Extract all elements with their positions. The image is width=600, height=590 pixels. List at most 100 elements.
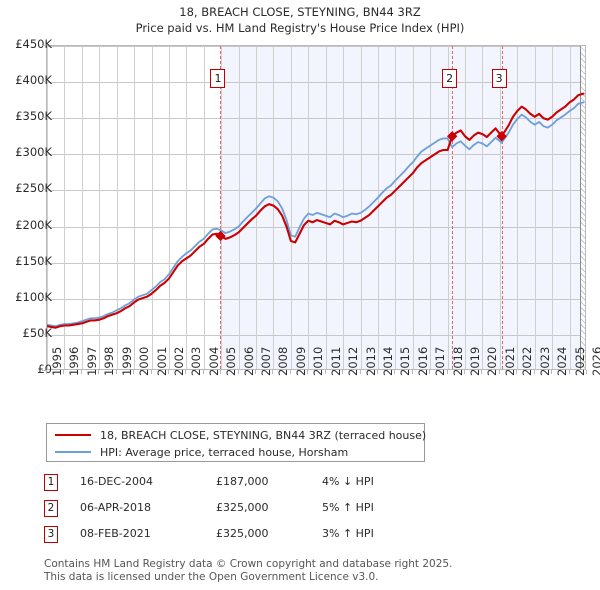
transactions-table: 1 16-DEC-2004 £187,000 4% ↓ HPI 2 06-APR…	[44, 472, 474, 550]
transaction-price-3: £325,000	[216, 527, 269, 540]
x-axis-tick-label: 2001	[154, 346, 169, 376]
footer-line-licence: This data is licensed under the Open Gov…	[44, 571, 379, 583]
x-axis-tick-mark	[151, 370, 152, 374]
x-axis-tick-label: 1999	[119, 346, 134, 376]
x-axis-tick-label: 2010	[311, 346, 326, 376]
x-axis-tick-mark	[63, 370, 64, 374]
x-axis-tick-mark	[534, 370, 535, 374]
gridline-vertical	[326, 46, 327, 369]
x-axis-tick-mark	[307, 370, 308, 374]
gridline-vertical	[535, 46, 536, 369]
x-axis-tick-label: 2003	[189, 346, 204, 376]
transaction-date-3: 08-FEB-2021	[80, 527, 151, 540]
x-axis-tick-label: 2014	[380, 346, 395, 376]
y-axis-tick-mark	[42, 153, 46, 154]
legend-item-price-paid: 18, BREACH CLOSE, STEYNING, BN44 3RZ (te…	[55, 427, 426, 443]
table-row: 1 16-DEC-2004 £187,000 4% ↓ HPI	[44, 472, 474, 498]
x-axis-tick-mark	[586, 370, 587, 374]
x-axis-tick-mark	[81, 370, 82, 374]
x-axis-tick-label: 2012	[346, 346, 361, 376]
x-axis-tick-label: 1997	[84, 346, 99, 376]
x-axis-tick-label: 2008	[276, 346, 291, 376]
transaction-date-1: 16-DEC-2004	[80, 475, 154, 488]
x-axis-tick-label: 2017	[433, 346, 448, 376]
transaction-hpi-delta-2: 5% ↑ HPI	[322, 501, 374, 514]
gridline-vertical	[169, 46, 170, 369]
gridline-vertical	[291, 46, 292, 369]
gridline-vertical	[82, 46, 83, 369]
legend-swatch-price-paid-icon	[55, 434, 91, 436]
x-axis-tick-mark	[98, 370, 99, 374]
gridline-vertical	[99, 46, 100, 369]
transaction-marker-2	[446, 131, 458, 142]
y-axis-tick-label: £100K	[15, 289, 52, 304]
page-title: 18, BREACH CLOSE, STEYNING, BN44 3RZ	[179, 5, 421, 19]
y-axis-tick-mark	[42, 226, 46, 227]
x-axis-tick-label: 2006	[241, 346, 256, 376]
gridline-vertical	[465, 46, 466, 369]
incomplete-data-hatch-band	[580, 46, 585, 369]
series-line-price-paid	[47, 92, 585, 329]
y-axis-tick-label: £400K	[15, 73, 52, 88]
x-axis-tick-mark	[255, 370, 256, 374]
y-axis-tick-label: £0	[37, 362, 52, 376]
x-axis-tick-label: 2016	[415, 346, 430, 376]
x-axis-tick-label: 2024	[555, 346, 570, 376]
gridline-vertical	[413, 46, 414, 369]
legend-label-price-paid: 18, BREACH CLOSE, STEYNING, BN44 3RZ (te…	[100, 428, 427, 442]
gridline-horizontal	[47, 227, 585, 228]
gridline-horizontal	[47, 335, 585, 336]
x-axis-tick-label: 1996	[67, 346, 82, 376]
x-axis-tick-mark	[429, 370, 430, 374]
transaction-badge-3: 3	[44, 526, 58, 543]
y-axis-tick-label: £300K	[15, 145, 52, 160]
gridline-vertical	[570, 46, 571, 369]
gridline-vertical	[517, 46, 518, 369]
x-axis-tick-label: 2013	[363, 346, 378, 376]
x-axis-tick-label: 2005	[224, 346, 239, 376]
x-axis-tick-label: 2004	[206, 346, 221, 376]
footer-line-copyright: Contains HM Land Registry data © Crown c…	[44, 558, 453, 570]
y-axis-tick-label: £450K	[15, 37, 52, 51]
gridline-vertical	[117, 46, 118, 369]
x-axis-tick-mark	[499, 370, 500, 374]
legend-swatch-hpi-icon	[55, 451, 91, 453]
gridline-vertical	[152, 46, 153, 369]
gridline-vertical	[361, 46, 362, 369]
y-axis-tick-mark	[42, 370, 46, 371]
x-axis-tick-label: 1998	[102, 346, 117, 376]
chart-plot-area	[46, 45, 586, 370]
y-axis-tick-mark	[42, 81, 46, 82]
event-line-3	[501, 46, 503, 369]
x-axis-tick-mark	[394, 370, 395, 374]
x-axis-tick-mark	[516, 370, 517, 374]
plot-inner	[47, 46, 585, 369]
gridline-vertical	[308, 46, 309, 369]
x-axis-tick-mark	[377, 370, 378, 374]
series-line-hpi	[47, 101, 585, 328]
transaction-badge-1: 1	[44, 474, 58, 491]
x-axis-tick-label: 2021	[502, 346, 517, 376]
table-row: 3 08-FEB-2021 £325,000 3% ↑ HPI	[44, 524, 474, 550]
table-row: 2 06-APR-2018 £325,000 5% ↑ HPI	[44, 498, 474, 524]
x-axis-tick-mark	[203, 370, 204, 374]
chart-legend: 18, BREACH CLOSE, STEYNING, BN44 3RZ (te…	[46, 423, 426, 462]
gridline-horizontal	[47, 154, 585, 155]
gridline-vertical	[448, 46, 449, 369]
gridline-vertical	[64, 46, 65, 369]
x-axis-tick-mark	[185, 370, 186, 374]
y-axis-tick-mark	[42, 117, 46, 118]
transaction-price-2: £325,000	[216, 501, 269, 514]
transaction-hpi-delta-1: 4% ↓ HPI	[322, 475, 374, 488]
transaction-badge-2: 2	[44, 500, 58, 517]
gridline-vertical	[204, 46, 205, 369]
x-axis-tick-label: 2022	[520, 346, 535, 376]
gridline-vertical	[482, 46, 483, 369]
x-axis-tick-mark	[220, 370, 221, 374]
x-axis-tick-mark	[342, 370, 343, 374]
page-subtitle: Price paid vs. HM Land Registry's House …	[135, 21, 465, 35]
x-axis-tick-mark	[464, 370, 465, 374]
x-axis-tick-label: 2020	[485, 346, 500, 376]
y-axis-tick-mark	[42, 262, 46, 263]
